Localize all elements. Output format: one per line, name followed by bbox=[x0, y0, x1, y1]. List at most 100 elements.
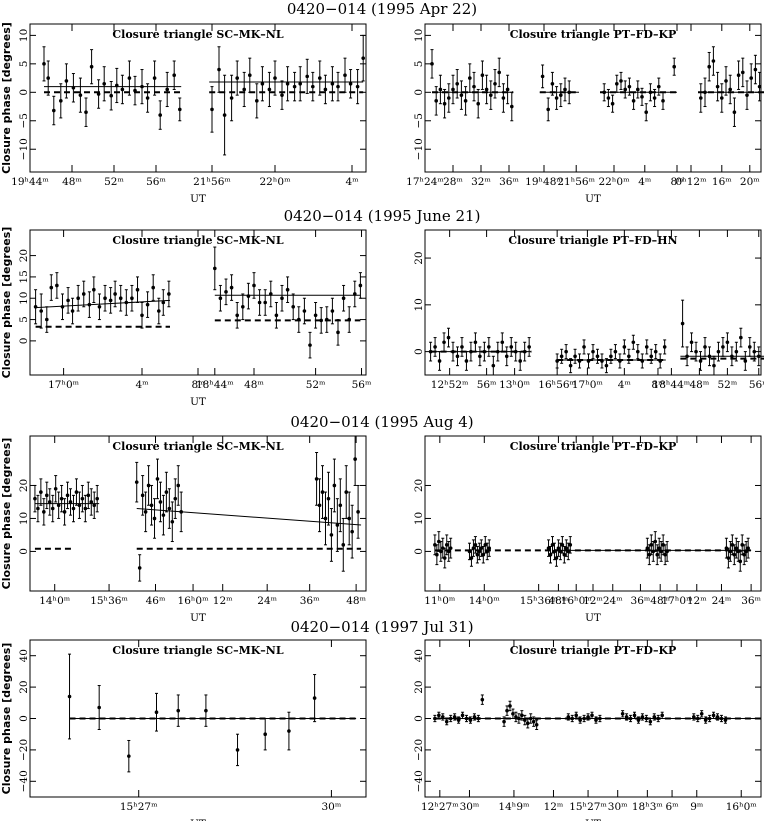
data-point bbox=[618, 359, 622, 363]
data-point bbox=[140, 84, 144, 89]
data-point bbox=[428, 349, 433, 354]
data-point bbox=[594, 718, 598, 722]
x-tick-label: 16ʰ56ᵐ bbox=[538, 379, 576, 391]
data-point bbox=[218, 296, 223, 301]
data-point bbox=[732, 552, 737, 557]
data-point bbox=[558, 549, 563, 554]
data-point bbox=[559, 354, 564, 359]
data-point bbox=[655, 552, 660, 557]
data-points bbox=[428, 299, 761, 375]
x-tick-label: 15ʰ36ᵐ bbox=[520, 595, 558, 607]
data-point bbox=[344, 490, 349, 494]
chart-panel-1: −10 −5 0 5 10 19ʰ44ᵐ 48ᵐ 52ᵐ 56ᵐ 21ʰ56ᵐ 22ʰ0ᵐ 4ᵐ UT C… bbox=[0, 22, 367, 205]
y-tick-label: −40 bbox=[18, 770, 30, 792]
data-point bbox=[217, 67, 221, 72]
data-point bbox=[636, 87, 640, 92]
data-point bbox=[336, 84, 340, 89]
data-point bbox=[567, 90, 571, 95]
data-point bbox=[656, 716, 661, 721]
data-point bbox=[437, 713, 441, 718]
data-point bbox=[68, 500, 73, 504]
data-point bbox=[653, 349, 658, 354]
x-tick-label: 9ᵐ bbox=[690, 801, 704, 813]
data-point bbox=[715, 715, 720, 719]
x-tick-label: 16ʰ0ᵐ bbox=[561, 595, 593, 607]
data-point bbox=[442, 340, 446, 345]
data-point bbox=[311, 84, 315, 89]
data-point bbox=[341, 543, 346, 547]
data-point bbox=[313, 313, 318, 318]
chart-panel-5: 0 10 20 14ʰ0ᵐ 15ʰ36ᵐ 46ᵐ 16ʰ0ᵐ 12ᵐ 24ᵐ 36ᵐ 48ᵐ UT Cl… bbox=[0, 435, 367, 624]
data-point bbox=[115, 83, 119, 88]
data-point bbox=[45, 493, 49, 498]
data-point bbox=[728, 87, 732, 92]
data-point bbox=[161, 300, 166, 305]
data-point bbox=[229, 285, 234, 290]
data-point bbox=[631, 340, 636, 345]
data-point bbox=[665, 549, 669, 554]
data-point bbox=[698, 359, 703, 363]
data-point bbox=[323, 516, 328, 521]
data-point bbox=[235, 76, 239, 80]
data-point bbox=[570, 716, 575, 721]
data-point bbox=[348, 81, 353, 86]
data-point bbox=[757, 84, 761, 89]
data-point bbox=[728, 549, 733, 554]
data-point bbox=[590, 713, 594, 718]
data-point bbox=[459, 93, 464, 97]
data-point bbox=[657, 546, 662, 550]
data-point bbox=[573, 354, 577, 359]
data-point bbox=[165, 87, 169, 92]
data-point bbox=[149, 503, 154, 508]
data-point bbox=[520, 713, 524, 718]
x-tick-label: 15ʰ27ᵐ bbox=[120, 801, 158, 813]
y-tick-label: −10 bbox=[18, 138, 30, 160]
data-point bbox=[653, 539, 658, 544]
x-tick-label: 18ʰ44ᵐ bbox=[196, 379, 234, 391]
data-point bbox=[505, 708, 509, 713]
x-tick-label: 56ᵐ bbox=[749, 379, 764, 391]
data-point bbox=[508, 704, 512, 708]
data-point bbox=[469, 349, 473, 354]
x-tick-label: 30ᵐ bbox=[460, 801, 480, 813]
data-point bbox=[330, 309, 335, 313]
y-tick-label: 40 bbox=[413, 649, 425, 662]
data-point bbox=[140, 313, 144, 318]
x-tick-label: 48ᵐ bbox=[689, 379, 709, 391]
y-tick-label: 20 bbox=[413, 479, 425, 492]
data-point bbox=[479, 546, 484, 550]
data-point bbox=[92, 503, 97, 508]
data-point bbox=[120, 87, 125, 92]
data-point bbox=[604, 363, 609, 368]
data-point bbox=[497, 70, 502, 75]
data-point bbox=[151, 285, 155, 290]
data-point bbox=[325, 317, 329, 322]
x-tick-label: 17ʰ24ᵐ bbox=[406, 176, 444, 188]
data-point bbox=[740, 543, 745, 547]
data-point bbox=[582, 716, 586, 721]
data-point bbox=[622, 345, 627, 349]
x-tick-label: 24ᵐ bbox=[257, 595, 277, 607]
data-point bbox=[314, 477, 319, 481]
x-tick-label: 8ᵐ bbox=[651, 379, 665, 391]
data-point bbox=[487, 546, 492, 550]
data-point bbox=[658, 359, 662, 363]
data-point bbox=[606, 96, 611, 100]
x-tick-label: 22ʰ0ᵐ bbox=[259, 176, 291, 188]
data-point bbox=[640, 95, 644, 99]
data-point bbox=[140, 493, 145, 498]
data-point bbox=[517, 716, 521, 721]
data-point bbox=[730, 354, 734, 359]
data-points bbox=[33, 246, 363, 359]
data-point bbox=[487, 345, 491, 349]
data-point bbox=[628, 716, 633, 721]
data-point bbox=[77, 503, 82, 508]
data-point bbox=[496, 349, 500, 354]
data-point bbox=[738, 559, 743, 564]
data-point bbox=[468, 718, 473, 722]
data-point bbox=[564, 546, 569, 550]
data-point bbox=[744, 549, 748, 554]
data-point bbox=[456, 718, 461, 722]
y-axis-title: Closure phase [degrees] bbox=[0, 643, 13, 795]
